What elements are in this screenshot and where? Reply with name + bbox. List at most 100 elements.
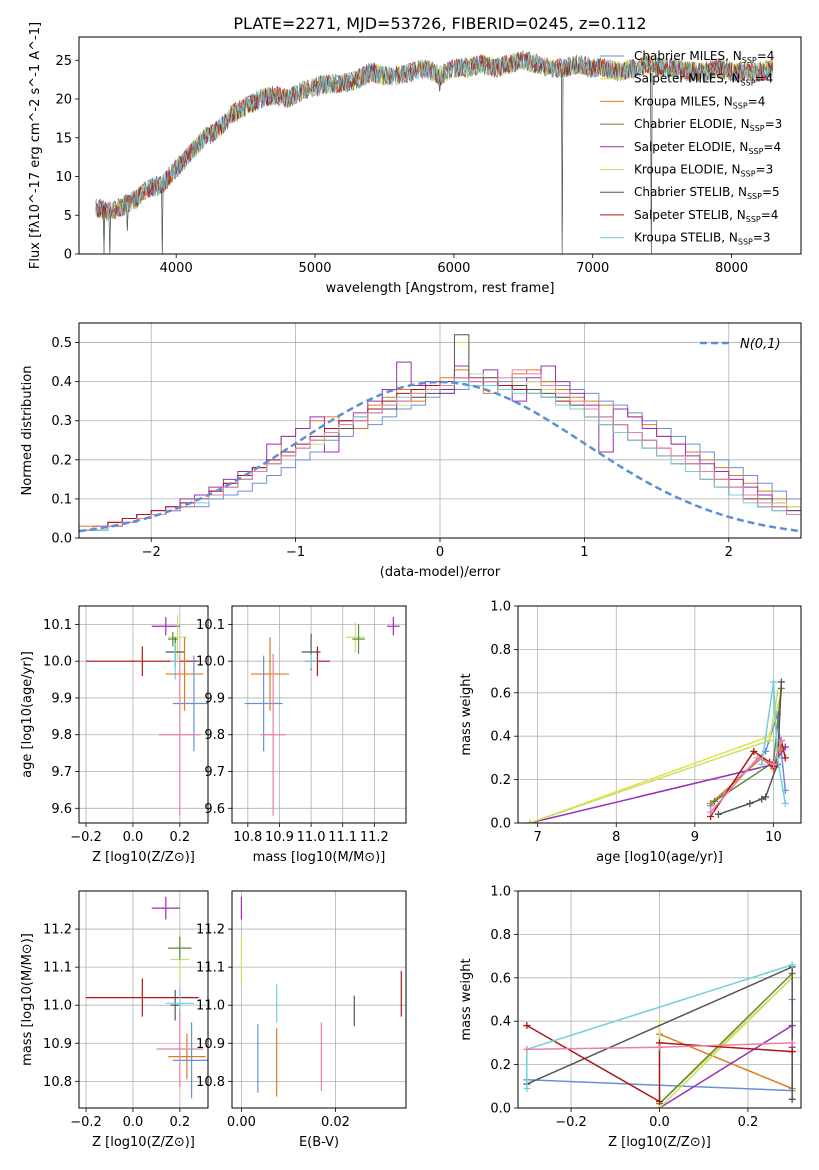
weight-marker xyxy=(788,1039,796,1047)
legend-N: N xyxy=(733,49,742,63)
legend-label: Kroupa ELODIE, NSSP=3 xyxy=(634,163,773,179)
y-tick-label: 10.9 xyxy=(43,1037,72,1052)
y-tick-label: 0.5 xyxy=(51,336,72,351)
panel-residuals: −2 −1 0 1 2 0.0 0.1 0.2 0.3 0.4 0.5 (data-model)/er… xyxy=(20,322,802,580)
weight-marker xyxy=(526,819,534,823)
weight-marker xyxy=(750,747,758,755)
legend-sub: SSP xyxy=(750,124,765,133)
y-tick-label: 10.0 xyxy=(196,655,225,670)
weight-marker xyxy=(523,1045,531,1053)
weight-line xyxy=(529,746,786,823)
legend-label: Salpeter STELIB, NSSP=4 xyxy=(634,208,778,224)
x-axis-label: Z [log10(Z/Z⊙)] xyxy=(608,1135,711,1150)
histograms xyxy=(79,334,801,538)
axes-frame xyxy=(231,890,407,1109)
y-tick-label: 9.8 xyxy=(204,728,225,743)
x-tick-label: 6000 xyxy=(437,261,470,276)
y-tick-label: 10.0 xyxy=(43,655,72,670)
axes-frame xyxy=(517,605,802,824)
legend-label: N(0,1) xyxy=(740,337,781,352)
weight-marker xyxy=(777,737,785,745)
weight-marker xyxy=(754,754,762,762)
weight-marker xyxy=(777,678,785,686)
panel-mass_vs_Z: −0.2 0.0 0.2 10.8 10.9 11.0 11.1 11.2 Z [log10(Z… xyxy=(20,890,209,1150)
y-tick-label: 0.4 xyxy=(490,730,511,745)
y-tick-label: 1.0 xyxy=(490,600,511,615)
y-tick-label: 25 xyxy=(55,54,72,69)
panel-mass_weight_vs_age: 7 8 9 10 0.0 0.2 0.4 0.6 0.8 1.0 age [log10(age/yr… xyxy=(459,600,802,865)
weight-marker xyxy=(523,1084,531,1092)
legend-sub: SSP xyxy=(746,215,761,224)
y-tick-label: 0.8 xyxy=(490,928,511,943)
x-tick-label: 9 xyxy=(691,830,699,845)
weight-marker xyxy=(758,795,766,803)
errorbars xyxy=(244,617,400,816)
normal-curve xyxy=(79,380,801,533)
y-tick-label: 9.7 xyxy=(51,765,72,780)
x-tick-label: 0.2 xyxy=(738,1115,759,1130)
y-tick-label: 10 xyxy=(55,170,72,185)
y-tick-label: 11.0 xyxy=(43,999,72,1014)
x-tick-label: −1 xyxy=(286,545,305,560)
y-axis-label: mass weight xyxy=(459,958,474,1040)
x-tick-label: 11.0 xyxy=(297,830,326,845)
legend-label: Chabrier STELIB, NSSP=5 xyxy=(634,185,780,201)
panel-mass_vs_ebv: 0.00 0.02 10.8 10.9 11.0 11.1 11.2 E(B-V) xyxy=(196,890,407,1150)
legend-rest: =3 xyxy=(765,117,783,131)
weight-marker xyxy=(711,797,719,805)
y-axis-label: mass weight xyxy=(459,673,474,755)
y-tick-label: 15 xyxy=(55,131,72,146)
y-tick-label: 0.4 xyxy=(490,1015,511,1030)
weight-line xyxy=(760,681,787,804)
errorbars xyxy=(86,615,208,816)
weight-marker xyxy=(523,1022,531,1030)
y-axis-label: age [log10(age/yr)] xyxy=(20,651,35,778)
histogram-step xyxy=(79,377,801,538)
legend-rest: =4 xyxy=(756,72,774,86)
axes-frame xyxy=(517,890,802,1109)
panel-spectrum: 4000 5000 6000 7000 8000 0 5 10 15 20 25 wavelength… xyxy=(28,22,802,296)
y-tick-label: 0.2 xyxy=(490,1058,511,1073)
y-tick-label: 0.2 xyxy=(51,453,72,468)
y-tick-label: 0.6 xyxy=(490,971,511,986)
y-tick-label: 0.1 xyxy=(51,492,72,507)
axes-frame xyxy=(78,605,209,824)
weight-line xyxy=(718,681,783,816)
y-tick-label: 9.7 xyxy=(204,765,225,780)
weight-marker xyxy=(788,1048,796,1056)
weight-marker xyxy=(714,810,722,818)
panel-age_vs_mass: 10.8 10.9 11.0 11.1 11.2 9.6 9.7 9.8 9.9 10.0 10.1… xyxy=(196,605,407,865)
x-axis-label: Z [log10(Z/Z⊙)] xyxy=(92,850,195,865)
y-tick-label: 1.0 xyxy=(490,885,511,900)
y-tick-label: 0.6 xyxy=(490,686,511,701)
weight-marker xyxy=(656,1097,663,1105)
y-tick-label: 11.2 xyxy=(196,923,225,938)
weight-line xyxy=(714,688,783,802)
legend-N: N xyxy=(737,208,746,222)
y-tick-label: 0.0 xyxy=(51,532,72,547)
spectrum-line xyxy=(95,51,774,221)
weight-marker xyxy=(769,760,777,768)
legend-label: Chabrier ELODIE, NSSP=3 xyxy=(634,117,782,133)
weight-marker xyxy=(656,1104,663,1108)
x-axis-label: (data-model)/error xyxy=(380,565,501,580)
x-tick-label: 0.00 xyxy=(227,1115,256,1130)
y-tick-label: 10.1 xyxy=(43,618,72,633)
spectrum-line xyxy=(95,50,774,220)
weight-marker xyxy=(758,760,766,768)
y-tick-label: 10.8 xyxy=(43,1075,72,1090)
y-axis-label: Normed distribution xyxy=(20,366,35,496)
y-tick-label: 11.0 xyxy=(196,999,225,1014)
y-tick-label: 11.1 xyxy=(43,961,72,976)
y-tick-label: 10.1 xyxy=(196,618,225,633)
weight-marker xyxy=(781,754,789,762)
x-tick-label: 10.8 xyxy=(233,830,262,845)
x-tick-label: 7 xyxy=(534,830,542,845)
x-tick-label: 0.0 xyxy=(123,1115,144,1130)
legend-rest: =4 xyxy=(761,208,779,222)
weight-marker xyxy=(746,799,754,807)
panel-mass_weight_vs_Z: −0.2 0.0 0.2 0.0 0.2 0.4 0.6 0.8 1.0 Z [log10(Z/Z… xyxy=(459,885,802,1150)
legend-rest: =4 xyxy=(757,49,775,63)
y-tick-label: 0 xyxy=(64,248,72,263)
legend-sub: SSP xyxy=(741,170,756,179)
